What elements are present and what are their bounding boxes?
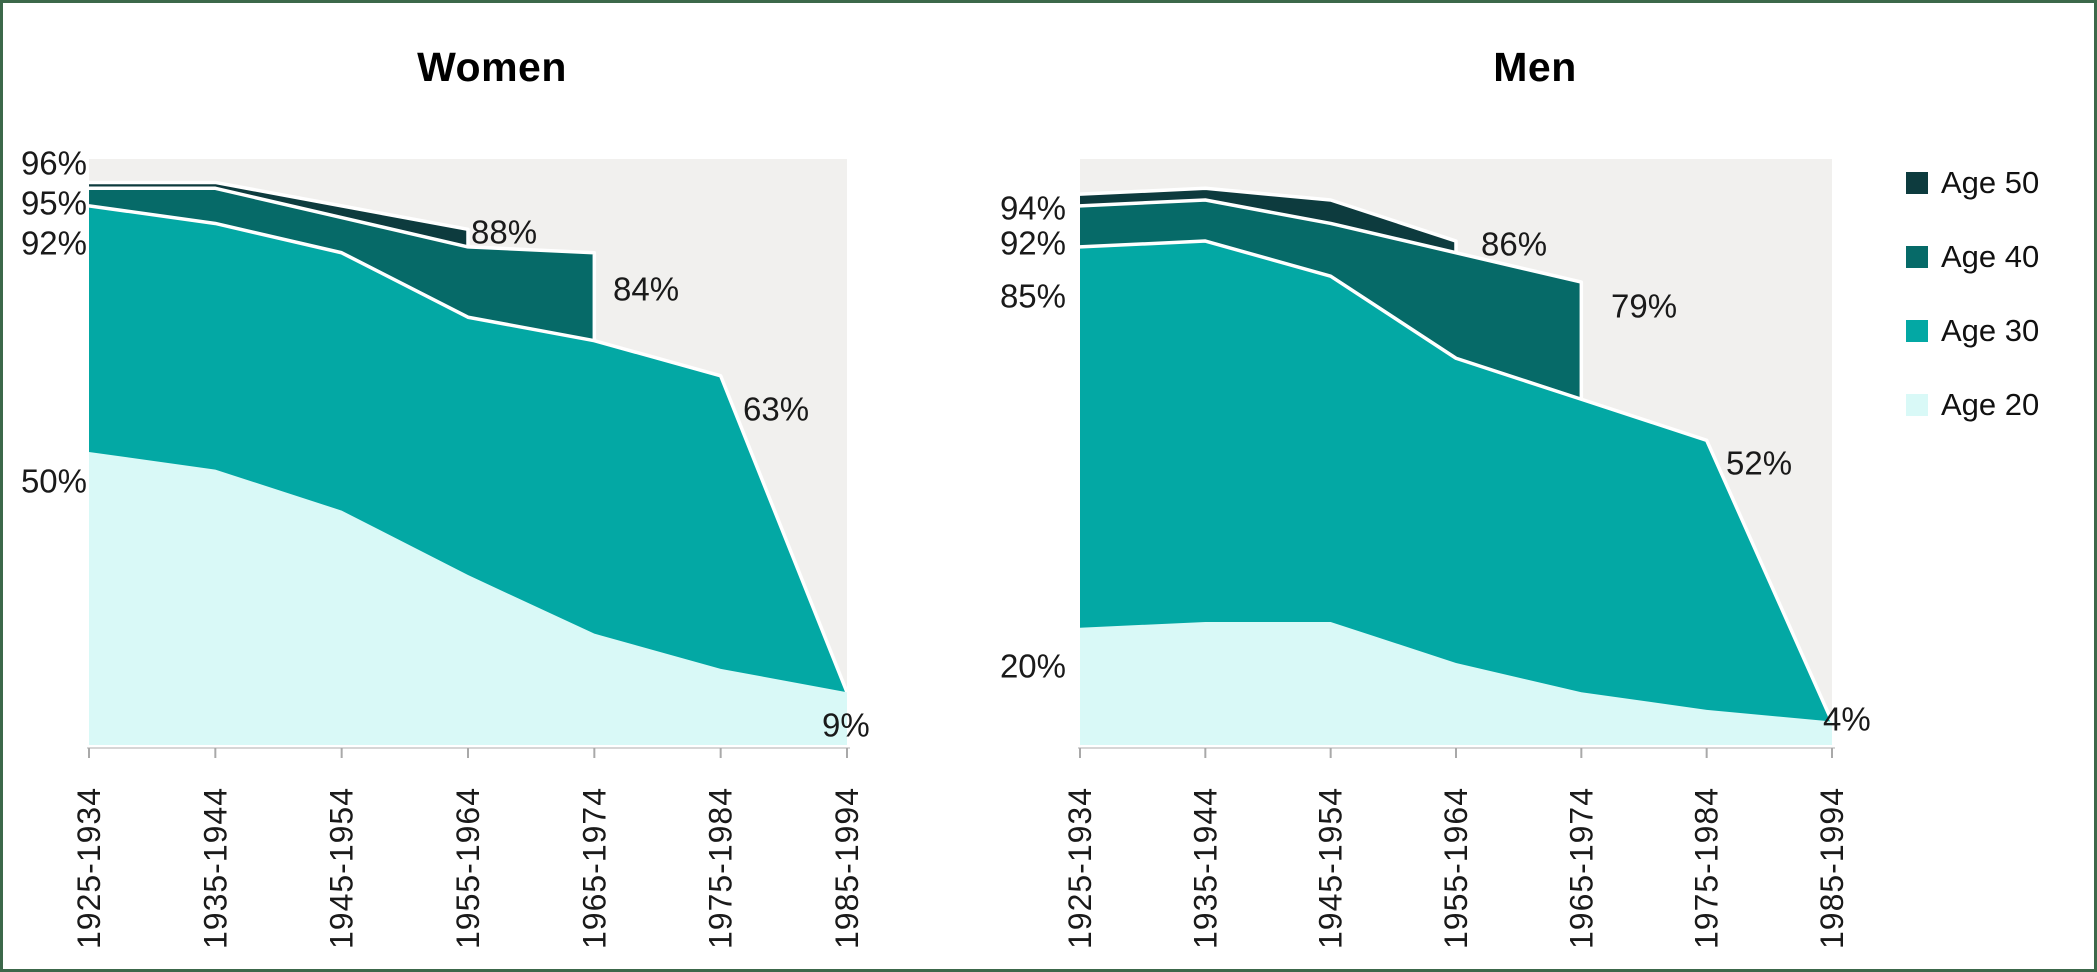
x-tick-label: 1985-1994 (829, 787, 865, 949)
x-tick-label: 1965-1974 (1563, 787, 1599, 949)
women-chart-title: Women (417, 44, 567, 90)
series-end-label: 52% (1726, 445, 1792, 482)
legend-item-age-40: Age 40 (1906, 239, 2039, 275)
series-end-label: 9% (822, 707, 870, 744)
legend-label: Age 40 (1941, 239, 2040, 274)
series-start-label: 50% (21, 463, 87, 500)
series-start-label: 85% (1000, 278, 1066, 315)
series-start-label: 20% (1000, 648, 1066, 685)
series-end-label: 84% (613, 271, 679, 308)
x-tick-label: 1975-1984 (1689, 787, 1725, 949)
x-tick-label: 1935-1944 (1187, 787, 1223, 949)
legend-item-age-20: Age 20 (1906, 387, 2039, 423)
x-tick-label: 1935-1944 (197, 787, 233, 949)
series-line-age-30 (87, 204, 849, 695)
x-tick-label: 1955-1964 (450, 787, 486, 949)
series-line-age-40 (1078, 198, 1584, 747)
legend-label: Age 30 (1941, 313, 2040, 348)
x-tick-label: 1985-1994 (1814, 787, 1850, 949)
series-end-label: 88% (471, 214, 537, 251)
charts-canvas: 1925-1934 1935-1944 1945-1954 1955-1964 1965… (21, 145, 1871, 950)
area-fill-age-20 (89, 452, 847, 745)
area-fill-age-30 (1080, 241, 1832, 746)
series-start-label: 96% (21, 145, 87, 182)
legend-swatch (1906, 320, 1928, 342)
series-end-label: 86% (1481, 226, 1547, 263)
legend-item-age-30: Age 30 (1906, 313, 2039, 349)
series-end-label: 79% (1611, 288, 1677, 325)
x-tick-label: 1955-1964 (1438, 787, 1474, 949)
series-start-label: 92% (1000, 225, 1066, 262)
area-fill-age-20 (1080, 621, 1832, 745)
legend-item-age-50: Age 50 (1906, 165, 2039, 201)
legend-swatch (1906, 394, 1928, 416)
legend-swatch (1906, 246, 1928, 268)
legend-label: Age 50 (1941, 165, 2040, 200)
men-chart-title: Men (1493, 44, 1577, 90)
x-tick-label: 1925-1934 (1062, 787, 1098, 949)
x-tick-label: 1975-1984 (703, 787, 739, 949)
x-tick-label: 1945-1954 (1313, 787, 1349, 949)
x-tick-label: 1925-1934 (71, 787, 107, 949)
legend-label: Age 20 (1941, 387, 2040, 422)
series-start-label: 94% (1000, 190, 1066, 227)
legend-swatch (1906, 172, 1928, 194)
x-tick-label: 1945-1954 (324, 787, 360, 949)
series-start-label: 95% (21, 185, 87, 222)
x-tick-label: 1965-1974 (576, 787, 612, 949)
series-end-label: 4% (1823, 701, 1871, 738)
series-line-age-30 (1078, 239, 1834, 724)
series-end-label: 63% (743, 391, 809, 428)
series-start-label: 92% (21, 225, 87, 262)
series-line-age-40 (87, 186, 597, 747)
